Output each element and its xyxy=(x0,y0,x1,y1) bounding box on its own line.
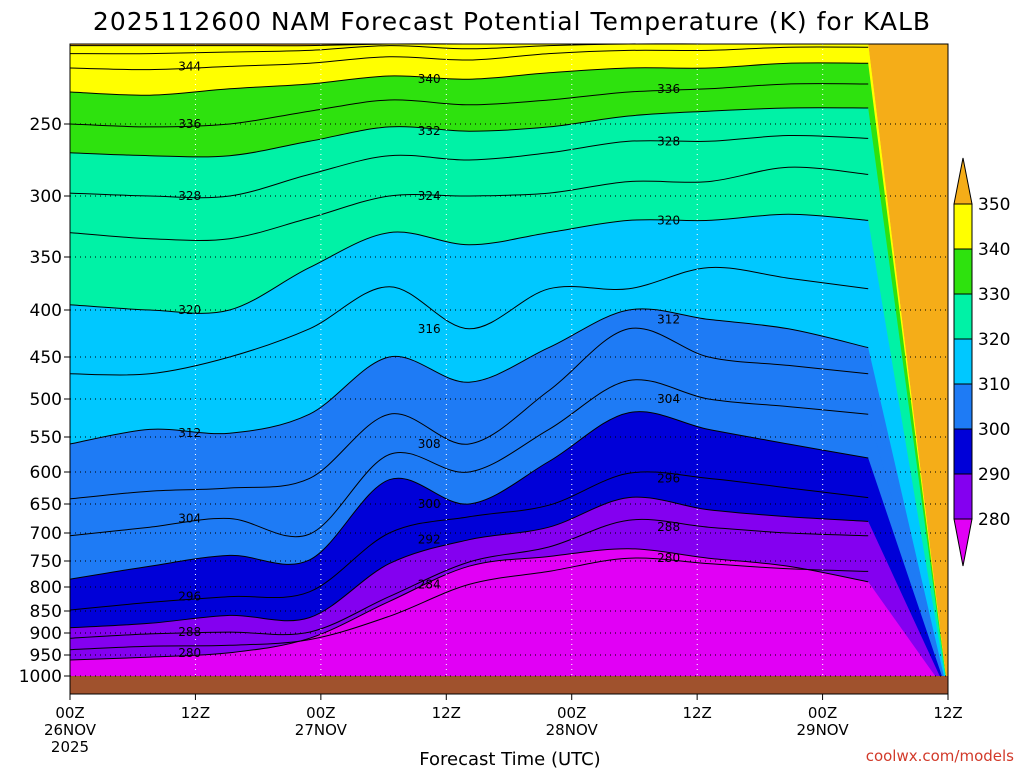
colorbar-bottom-arrow xyxy=(953,518,973,567)
contour-312 xyxy=(69,308,869,445)
ytick-label-450: 450 xyxy=(30,348,62,368)
colorbar-label-280: 280 xyxy=(978,510,1010,530)
xtick-label: 00Z xyxy=(557,704,586,722)
contour-340 xyxy=(69,62,869,96)
ytick-label-1000: 1000 xyxy=(19,667,62,687)
plot-area: 280 280 284 288 288 292 296 296 300 304 304 308 312 3… xyxy=(69,43,949,695)
contour-label-280: 280 xyxy=(657,551,680,565)
contour-label-344: 344 xyxy=(178,59,201,73)
colorbar-swatch xyxy=(953,383,973,430)
contour-label-316: 316 xyxy=(418,322,441,336)
contour-label-324: 324 xyxy=(418,189,441,203)
contour-label-288: 288 xyxy=(657,520,680,534)
xtick-label: 27NOV xyxy=(295,721,348,739)
chart-title: 2025112600 NAM Forecast Potential Temper… xyxy=(93,7,931,36)
contour-label-284: 284 xyxy=(418,577,441,591)
contour-label-320: 320 xyxy=(178,303,201,317)
ytick-label-300: 300 xyxy=(30,187,62,207)
colorbar-label-320: 320 xyxy=(978,330,1010,350)
contour-280 xyxy=(69,548,869,661)
ytick-label-700: 700 xyxy=(30,524,62,544)
colorbar-label-300: 300 xyxy=(978,420,1010,440)
contour-320 xyxy=(69,213,869,314)
contour-label-312: 312 xyxy=(657,312,680,326)
xtick-label: 12Z xyxy=(933,704,962,722)
xtick-label: 29NOV xyxy=(797,721,850,739)
contour-label-340: 340 xyxy=(418,72,441,86)
ytick-label-750: 750 xyxy=(30,552,62,572)
xtick-label: 12Z xyxy=(682,704,711,722)
contour-label-332: 332 xyxy=(418,124,441,138)
ground-surface xyxy=(70,676,948,694)
xtick-label: 12Z xyxy=(432,704,461,722)
contour-label-336: 336 xyxy=(657,82,680,96)
ytick-label-600: 600 xyxy=(30,463,62,483)
contour-label-320: 320 xyxy=(657,213,680,227)
ytick-label-250: 250 xyxy=(30,115,62,135)
contour-324 xyxy=(69,166,869,241)
colorbar: 350 340 330 320 310 300 290 280 xyxy=(953,157,1010,567)
ytick-label-400: 400 xyxy=(30,301,62,321)
colorbar-label-340: 340 xyxy=(978,240,1010,260)
band-below-280 xyxy=(70,548,948,694)
xtick-label: 2025 xyxy=(51,738,89,756)
ytick-label-550: 550 xyxy=(30,428,62,448)
contour-label-288: 288 xyxy=(178,625,201,639)
contour-308 xyxy=(69,327,869,500)
xtick-label: 28NOV xyxy=(546,721,599,739)
contour-label-296: 296 xyxy=(657,471,680,485)
contour-284 xyxy=(69,557,869,651)
colorbar-top-arrow xyxy=(953,157,973,205)
colorbar-swatch xyxy=(953,338,973,385)
ytick-label-350: 350 xyxy=(30,248,62,268)
xtick-label: 26NOV xyxy=(44,721,97,739)
contour-label-308: 308 xyxy=(418,437,441,451)
colorbar-label-350: 350 xyxy=(978,195,1010,215)
plot-frame xyxy=(69,43,949,695)
colorbar-swatch xyxy=(953,248,973,295)
colorbar-label-330: 330 xyxy=(978,285,1010,305)
contour-label-312: 312 xyxy=(178,426,201,440)
colorbar-swatch xyxy=(953,473,973,520)
ytick-label-800: 800 xyxy=(30,578,62,598)
contour-304 xyxy=(69,379,869,538)
contour-label-328: 328 xyxy=(178,189,201,203)
xtick-label: 12Z xyxy=(181,704,210,722)
x-axis-label: Forecast Time (UTC) xyxy=(419,749,600,768)
xtick-label: 00Z xyxy=(808,704,837,722)
contour-332 xyxy=(69,107,869,158)
xtick-label: 00Z xyxy=(306,704,335,722)
colorbar-swatch xyxy=(953,203,973,250)
colorbar-swatch xyxy=(953,428,973,475)
colorbar-label-310: 310 xyxy=(978,375,1010,395)
ytick-label-850: 850 xyxy=(30,602,62,622)
ytick-label-650: 650 xyxy=(30,495,62,515)
contour-288 xyxy=(69,518,869,639)
contour-300 xyxy=(69,411,869,580)
contour-label-304: 304 xyxy=(657,392,680,406)
credit-link[interactable]: coolwx.com/models xyxy=(866,747,1014,765)
contour-label-280: 280 xyxy=(178,646,201,660)
contour-label-296: 296 xyxy=(178,590,201,604)
y-axis: 2503003504004505005506006507007508008509… xyxy=(19,115,70,687)
ytick-label-500: 500 xyxy=(30,390,62,410)
contour-label-304: 304 xyxy=(178,512,201,526)
contour-296 xyxy=(69,471,869,611)
contour-292 xyxy=(69,496,869,629)
contour-344 xyxy=(69,46,869,71)
contour-316 xyxy=(69,266,869,376)
contour-label-300: 300 xyxy=(418,497,441,511)
ytick-label-900: 900 xyxy=(30,624,62,644)
colorbar-label-290: 290 xyxy=(978,465,1010,485)
contour-label-336: 336 xyxy=(178,117,201,131)
colorbar-swatch xyxy=(953,293,973,340)
ytick-label-950: 950 xyxy=(30,646,62,666)
contour-label-328: 328 xyxy=(657,134,680,148)
xtick-label: 00Z xyxy=(55,704,84,722)
contour-336 xyxy=(69,83,869,128)
contour-label-292: 292 xyxy=(418,533,441,547)
contour-328 xyxy=(69,134,869,199)
